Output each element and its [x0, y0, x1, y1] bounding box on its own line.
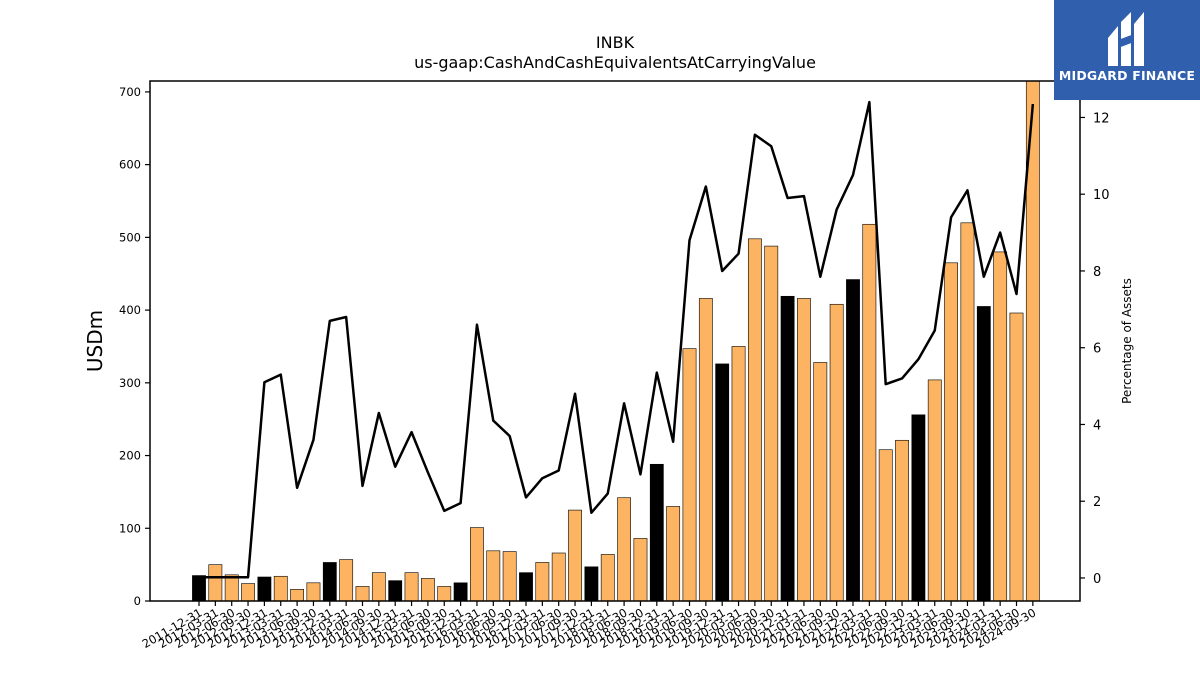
y-axis-label: USDm [83, 310, 107, 372]
percentage-line [199, 100, 1035, 579]
y2-tick-label: 4 [1093, 418, 1101, 433]
bar-2015-09-30 [437, 586, 452, 602]
bar-2013-12-31 [322, 562, 337, 602]
bar-2012-09-30 [241, 583, 255, 602]
bar-2023-03-31 [927, 379, 942, 602]
bar-2024-03-31 [993, 251, 1008, 602]
bar-2018-06-30 [617, 497, 631, 602]
bar-2017-06-30 [551, 552, 566, 602]
bar-2023-06-30 [944, 262, 958, 602]
bar-2019-09-30 [698, 298, 713, 602]
bar-2012-03-31 [208, 564, 223, 602]
bar-2016-06-30 [486, 550, 501, 602]
chart-title: INBK [596, 33, 635, 52]
bar-2014-06-30 [355, 586, 370, 602]
bar-2021-03-31 [797, 298, 811, 602]
line-group [199, 100, 1035, 579]
bar-2021-12-31 [846, 279, 860, 602]
bar-2016-12-31 [519, 572, 533, 602]
bar-2015-03-31 [404, 572, 419, 602]
y-tick-label: 200 [119, 449, 141, 463]
bar-2015-06-30 [420, 578, 435, 602]
bar-2023-12-31 [976, 306, 991, 602]
bar-2019-12-31 [715, 363, 730, 602]
bar-2012-12-31 [257, 576, 272, 602]
bar-2018-09-30 [633, 538, 648, 602]
right-axis: 0 2 4 6 8 10 12 [1080, 111, 1110, 587]
bar-2012-06-30 [224, 574, 239, 602]
bar-2016-09-30 [502, 551, 517, 602]
bar-2017-09-30 [568, 509, 582, 602]
x-axis: 2011-12-312012-03-312012-06-302012-09-30… [140, 601, 1038, 651]
bar-2019-03-31 [666, 506, 681, 602]
bar-2019-06-30 [682, 348, 697, 602]
bar-2022-12-31 [911, 414, 926, 602]
bar-2011-12-31 [192, 575, 206, 602]
y2-tick-label: 12 [1093, 111, 1110, 126]
y2-tick-label: 0 [1093, 572, 1101, 587]
y2-tick-label: 2 [1093, 495, 1101, 510]
bars-group [192, 80, 1040, 602]
logo-brand-text: MIDGARD FINANCE [1058, 68, 1196, 83]
bar-2017-12-31 [584, 566, 599, 602]
bar-2022-09-30 [895, 439, 909, 602]
bar-2014-09-30 [371, 572, 386, 602]
logo-mark-icon [1108, 12, 1144, 66]
bar-2024-06-30 [1009, 312, 1024, 602]
left-axis: 0 100 200 300 400 500 600 700 [119, 85, 150, 608]
bar-2020-09-30 [764, 245, 779, 602]
bar-2016-03-31 [470, 527, 484, 602]
y-tick-label: 600 [119, 158, 141, 172]
bar-2022-03-31 [862, 223, 877, 602]
bar-2023-09-30 [960, 222, 975, 602]
y-tick-label: 500 [119, 230, 141, 244]
y-tick-label: 400 [119, 303, 141, 317]
y-tick-label: 700 [119, 85, 141, 99]
bar-2022-06-30 [878, 449, 893, 602]
bar-2018-12-31 [649, 463, 664, 602]
bar-2018-03-31 [600, 554, 615, 602]
bar-2020-06-30 [747, 238, 762, 602]
bar-2015-12-31 [453, 582, 468, 602]
y-tick-label: 100 [119, 521, 141, 535]
y-tick-label: 0 [134, 594, 141, 608]
bar-2014-12-31 [388, 580, 403, 602]
y2-tick-label: 10 [1093, 188, 1110, 203]
midgard-finance-logo: MIDGARD FINANCE [1054, 0, 1200, 100]
bar-2020-03-31 [731, 346, 746, 602]
plot-frame [149, 80, 1081, 602]
bar-2020-12-31 [780, 295, 795, 602]
bar-2017-03-31 [535, 562, 550, 602]
bar-2013-03-31 [273, 575, 288, 602]
bar-2014-03-31 [339, 559, 354, 602]
chart-subtitle: us-gaap:CashAndCashEquivalentsAtCarrying… [414, 53, 816, 72]
bar-2013-06-30 [290, 589, 304, 602]
bar-2021-09-30 [829, 303, 844, 602]
bar-2013-09-30 [306, 582, 321, 602]
y2-axis-label: Percentage of Assets [1120, 278, 1134, 404]
y-tick-label: 300 [119, 376, 141, 390]
y2-tick-label: 8 [1093, 265, 1101, 280]
bar-2021-06-30 [813, 362, 828, 602]
y2-tick-label: 6 [1093, 342, 1101, 357]
